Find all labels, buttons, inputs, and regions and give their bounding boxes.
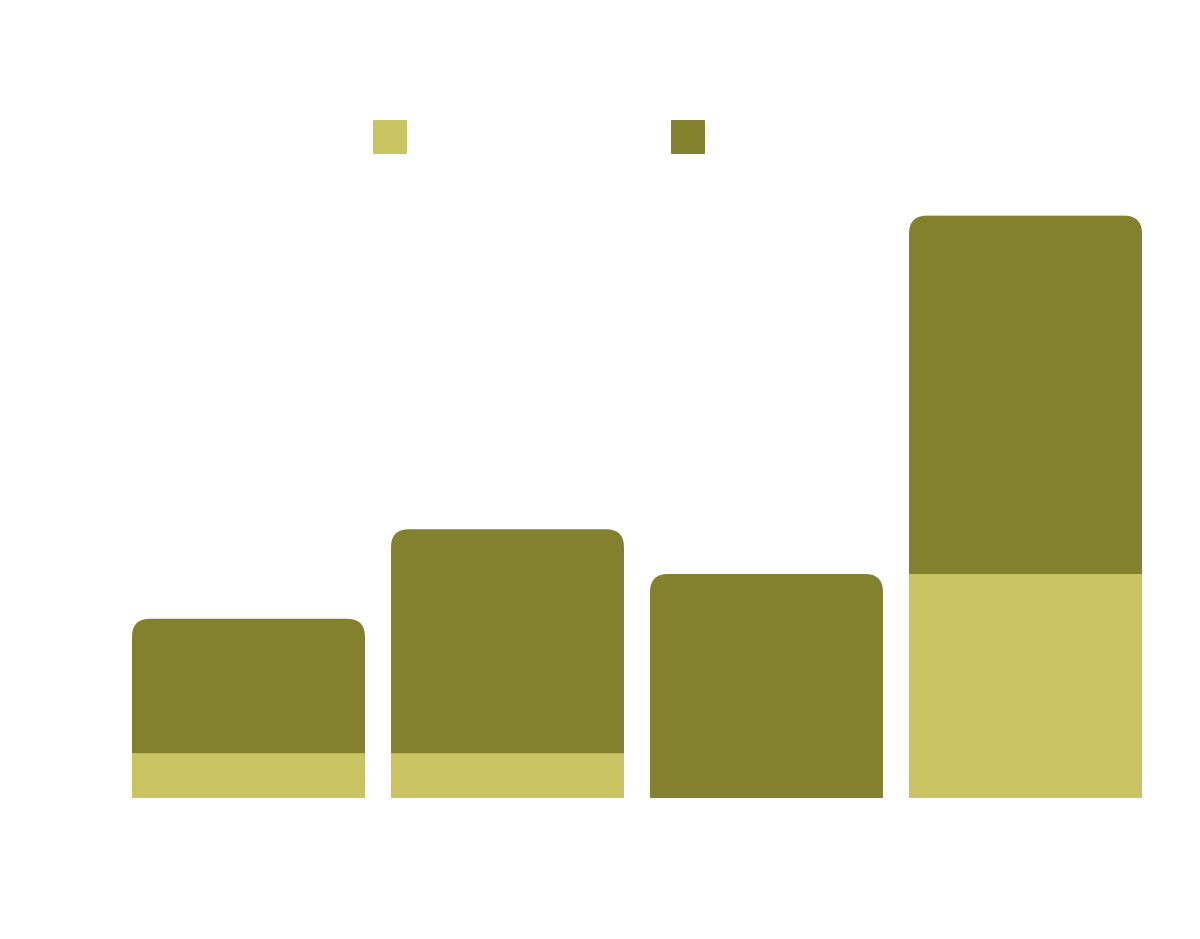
plot-area [132, 215, 1142, 798]
legend-swatch-series1 [373, 120, 407, 154]
legend [373, 120, 705, 154]
legend-swatch-series2 [671, 120, 705, 154]
bar-segment-series2-cat2 [391, 529, 624, 754]
bar-segment-series1-cat2 [391, 753, 624, 798]
bar-segment-series1-cat1 [132, 753, 365, 798]
bar-segment-series2-cat1 [132, 618, 365, 754]
bar-segment-series1-cat4 [909, 574, 1142, 798]
bar-segment-series2-cat4 [909, 215, 1142, 574]
bar-segment-series2-cat3 [650, 574, 883, 798]
